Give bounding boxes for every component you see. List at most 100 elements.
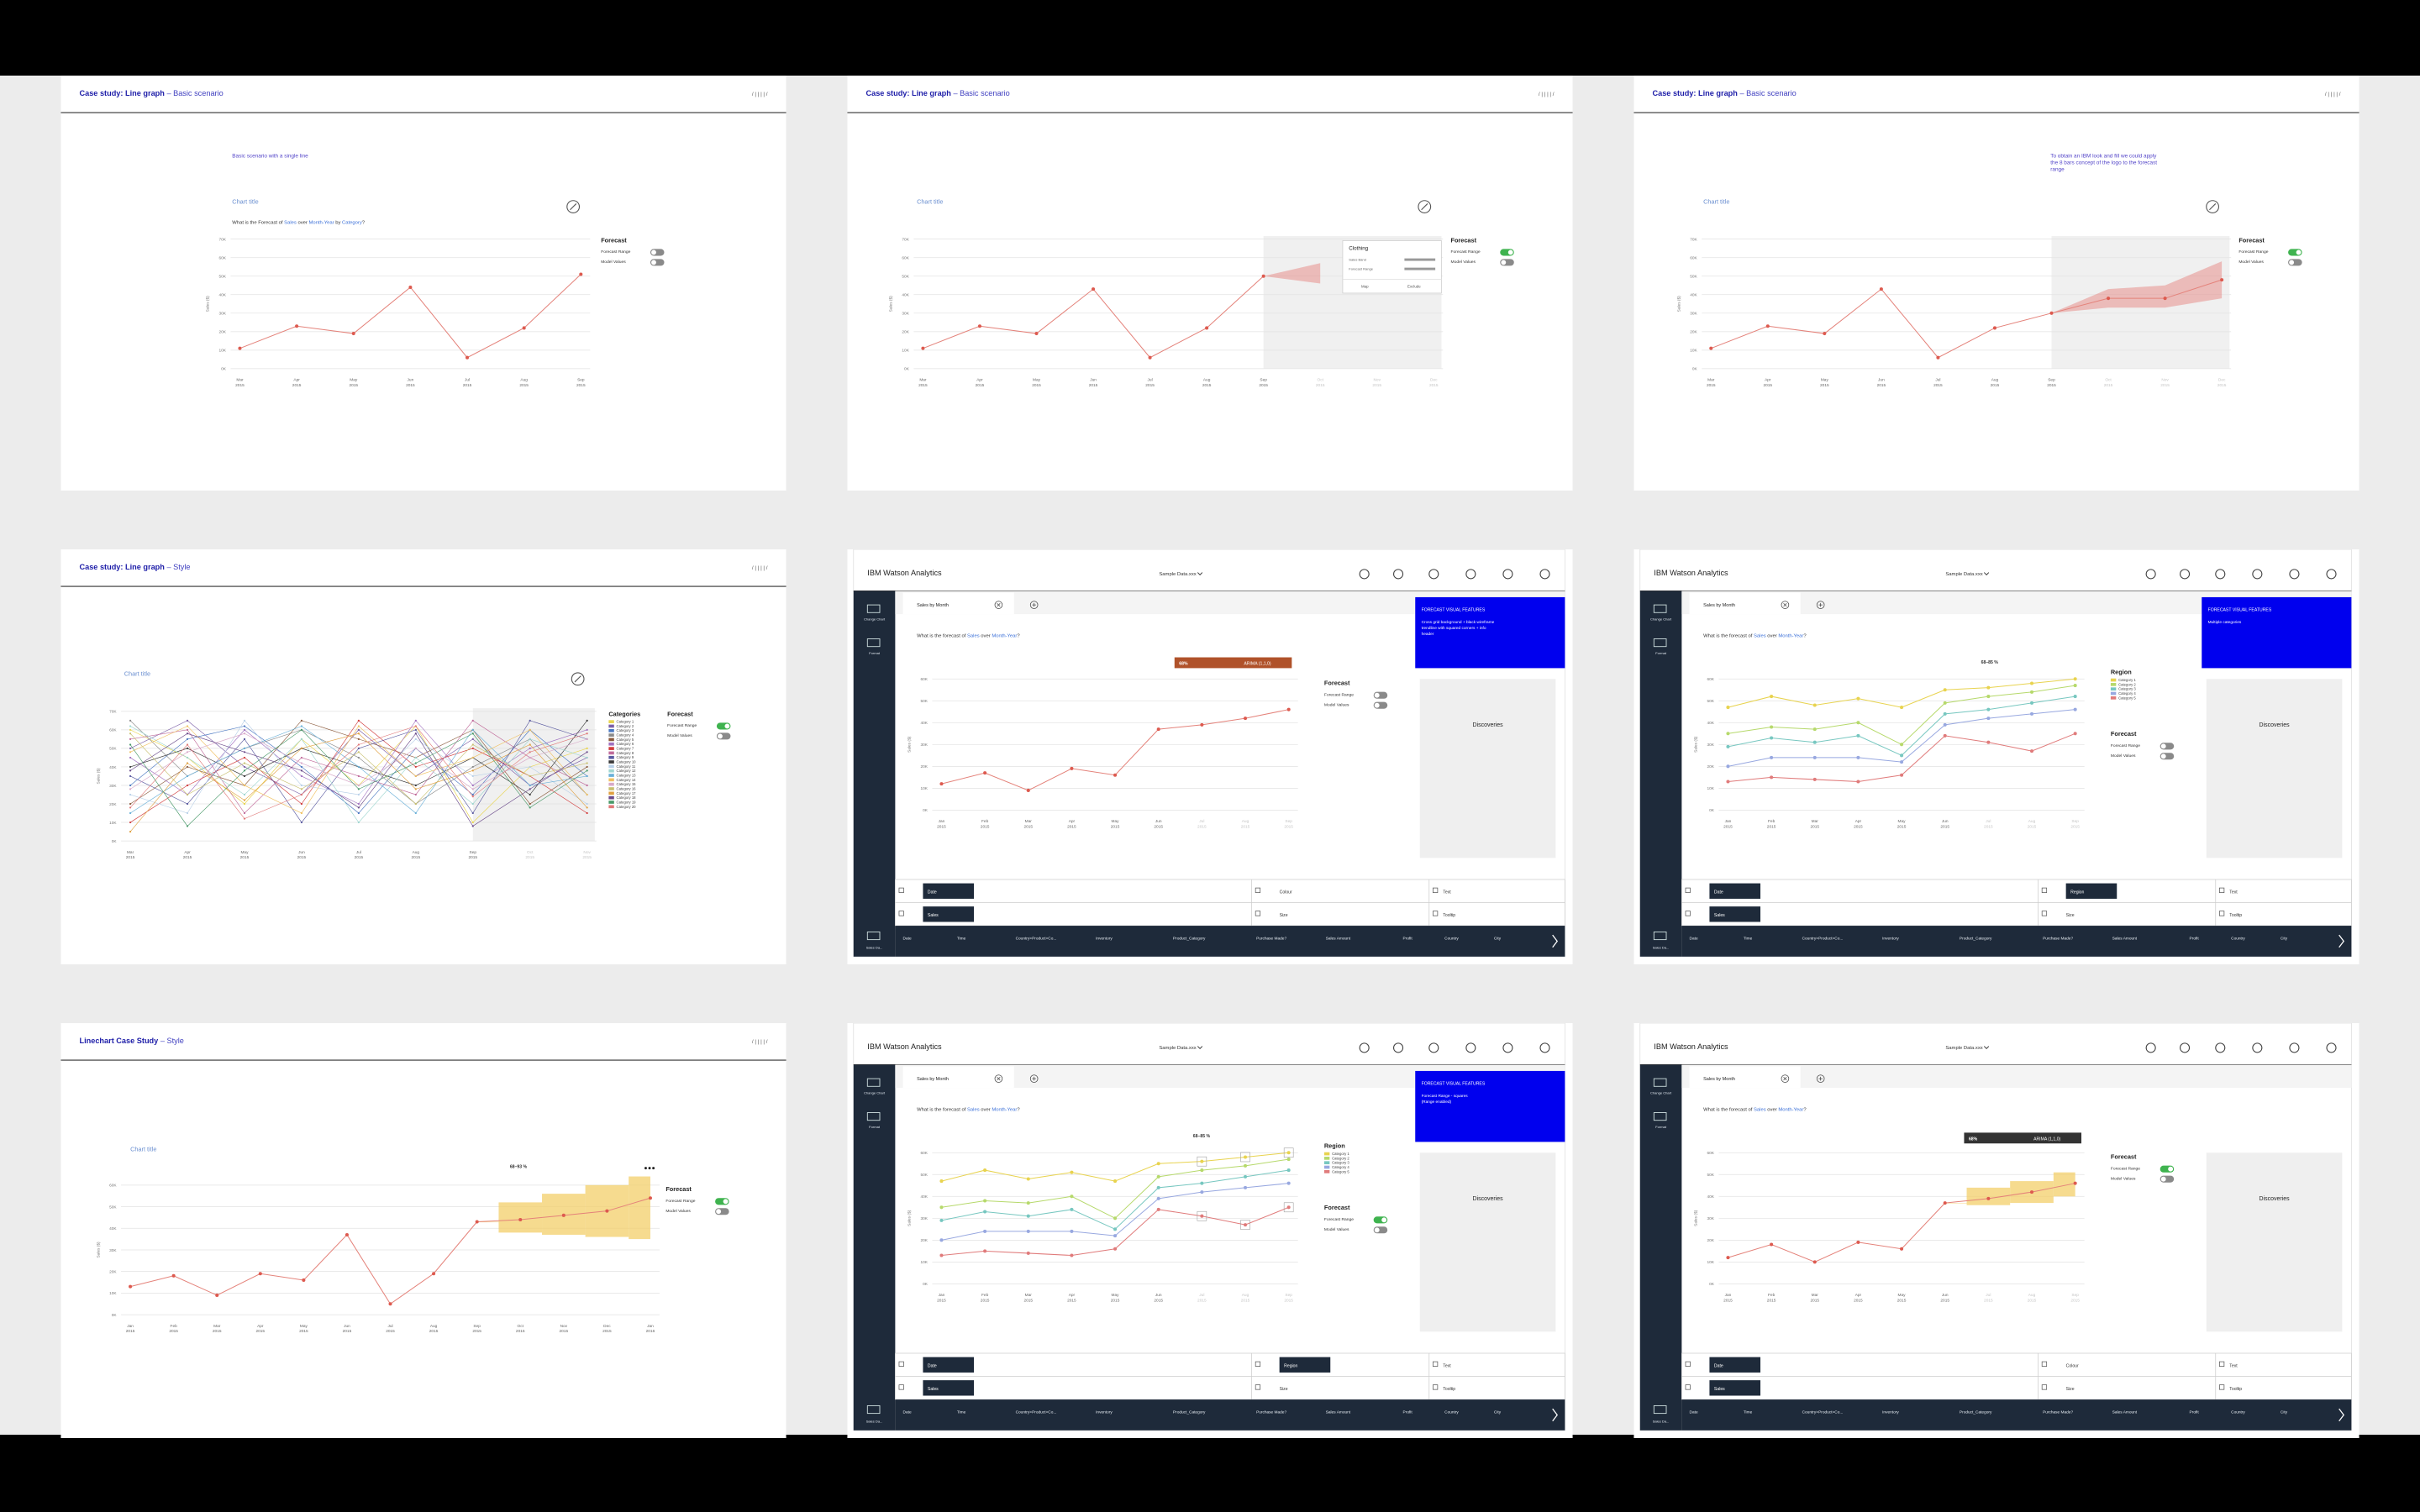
tab-add[interactable] xyxy=(1029,1074,1039,1083)
file-name[interactable]: Sample Data.xxx xyxy=(1945,572,1982,577)
column-label[interactable]: City xyxy=(1494,937,1502,942)
sidebar-icon[interactable] xyxy=(866,604,881,613)
toolbar-icon[interactable] xyxy=(2289,1042,2300,1053)
sidebar-icon[interactable] xyxy=(1653,1112,1667,1121)
column-label[interactable]: Country>Product>Co... xyxy=(1802,1410,1844,1415)
field-chip[interactable] xyxy=(1709,906,1761,922)
sidebar-icon[interactable] xyxy=(1653,604,1667,613)
column-label[interactable]: Product_Category xyxy=(1960,937,1992,942)
column-label[interactable]: Country xyxy=(1444,937,1459,942)
column-label[interactable]: City xyxy=(1494,1410,1502,1415)
toolbar-icon[interactable] xyxy=(1465,1042,1476,1053)
column-label[interactable]: Inventory xyxy=(1096,937,1113,942)
tab-add[interactable] xyxy=(1816,601,1825,609)
field-chip[interactable] xyxy=(1709,1380,1761,1396)
column-label[interactable]: Time xyxy=(1744,1410,1753,1415)
column-label[interactable]: Sales Amount xyxy=(1326,937,1351,942)
toolbar-icon[interactable] xyxy=(2145,569,2156,580)
tab[interactable] xyxy=(902,1066,1014,1089)
column-label[interactable]: Time xyxy=(957,1410,966,1415)
column-label[interactable]: Profit xyxy=(2190,937,2200,942)
column-label[interactable]: Country xyxy=(2231,937,2245,942)
column-label[interactable]: Country xyxy=(1444,1410,1459,1415)
column-label[interactable]: Country>Product>Co... xyxy=(1802,937,1844,942)
sidebar-icon[interactable] xyxy=(1653,638,1667,648)
toolbar-icon[interactable] xyxy=(2252,569,2263,580)
toolbar-icon[interactable] xyxy=(1465,569,1476,580)
tab-close[interactable] xyxy=(1781,1074,1790,1083)
tooltip-action[interactable]: Exclude xyxy=(1407,285,1421,289)
toolbar-icon[interactable] xyxy=(1428,1042,1439,1053)
toolbar-icon[interactable] xyxy=(2179,1042,2191,1053)
toolbar-icon[interactable] xyxy=(1539,1042,1550,1053)
column-label[interactable]: Time xyxy=(957,937,966,942)
tab-close[interactable] xyxy=(994,601,1003,609)
column-label[interactable]: Sales Amount xyxy=(2112,937,2138,942)
sidebar-icon[interactable] xyxy=(866,1112,881,1121)
sidebar-icon[interactable] xyxy=(866,1078,881,1087)
tab[interactable] xyxy=(1689,592,1801,615)
tab-close[interactable] xyxy=(1781,601,1790,609)
toolbar-icon[interactable] xyxy=(2252,1042,2263,1053)
tooltip-action[interactable]: Map xyxy=(1361,285,1369,289)
field-chip[interactable] xyxy=(1709,1357,1761,1373)
field-chip[interactable] xyxy=(923,906,975,922)
sidebar-icon[interactable] xyxy=(866,638,881,648)
column-label[interactable]: City xyxy=(2281,1410,2288,1415)
column-label[interactable]: Purchase Made? xyxy=(1256,1410,1286,1415)
toolbar-icon[interactable] xyxy=(2145,1042,2156,1053)
file-name[interactable]: Sample Data.xxx xyxy=(1159,572,1196,577)
column-label[interactable]: Product_Category xyxy=(1960,1410,1992,1415)
column-label[interactable]: Profit xyxy=(1403,1410,1413,1415)
column-label[interactable]: Product_Category xyxy=(1173,1410,1206,1415)
toolbar-icon[interactable] xyxy=(1392,1042,1404,1053)
column-label[interactable]: Inventory xyxy=(1882,937,1899,942)
column-label[interactable]: Date xyxy=(1690,937,1698,942)
column-label[interactable]: Date xyxy=(903,937,912,942)
field-chip[interactable] xyxy=(923,1357,975,1373)
field-chip[interactable] xyxy=(923,883,975,899)
toolbar-icon[interactable] xyxy=(1428,569,1439,580)
column-label[interactable]: Profit xyxy=(2190,1410,2200,1415)
field-chip[interactable] xyxy=(923,1380,975,1396)
toolbar-icon[interactable] xyxy=(2289,569,2300,580)
toolbar-icon[interactable] xyxy=(2179,569,2191,580)
toolbar-icon[interactable] xyxy=(1392,569,1404,580)
column-label[interactable]: Inventory xyxy=(1096,1410,1113,1415)
toolbar-icon[interactable] xyxy=(2215,569,2226,580)
column-label[interactable]: Inventory xyxy=(1882,1410,1899,1415)
tab-add[interactable] xyxy=(1029,601,1039,609)
column-label[interactable]: Time xyxy=(1744,937,1753,942)
column-label[interactable]: Purchase Made? xyxy=(2043,937,2073,942)
file-name[interactable]: Sample Data.xxx xyxy=(1159,1046,1196,1051)
column-label[interactable]: Country xyxy=(2231,1410,2245,1415)
column-label[interactable]: Profit xyxy=(1403,937,1413,942)
file-name[interactable]: Sample Data.xxx xyxy=(1945,1046,1982,1051)
tab[interactable] xyxy=(902,592,1014,615)
field-chip[interactable] xyxy=(1709,883,1761,899)
toolbar-icon[interactable] xyxy=(2215,1042,2226,1053)
column-label[interactable]: City xyxy=(2281,937,2288,942)
toolbar-icon[interactable] xyxy=(1502,569,1513,580)
column-label[interactable]: Date xyxy=(1690,1410,1698,1415)
toolbar-icon[interactable] xyxy=(1502,1042,1513,1053)
toolbar-icon[interactable] xyxy=(1359,569,1370,580)
toolbar-icon[interactable] xyxy=(2326,1042,2337,1053)
column-label[interactable]: Country>Product>Co... xyxy=(1016,937,1057,942)
toolbar-icon[interactable] xyxy=(1539,569,1550,580)
column-label[interactable]: Sales Amount xyxy=(2112,1410,2138,1415)
tab-close[interactable] xyxy=(994,1074,1003,1083)
field-chip[interactable] xyxy=(2065,883,2118,899)
column-label[interactable]: Purchase Made? xyxy=(1256,937,1286,942)
toolbar-icon[interactable] xyxy=(2326,569,2337,580)
column-label[interactable]: Sales Amount xyxy=(1326,1410,1351,1415)
sidebar-icon[interactable] xyxy=(1653,1078,1667,1087)
column-label[interactable]: Product_Category xyxy=(1173,937,1206,942)
field-chip[interactable] xyxy=(1279,1357,1331,1373)
tab[interactable] xyxy=(1689,1066,1801,1089)
tab-add[interactable] xyxy=(1816,1074,1825,1083)
column-label[interactable]: Purchase Made? xyxy=(2043,1410,2073,1415)
toolbar-icon[interactable] xyxy=(1359,1042,1370,1053)
column-label[interactable]: Date xyxy=(903,1410,912,1415)
column-label[interactable]: Country>Product>Co... xyxy=(1016,1410,1057,1415)
